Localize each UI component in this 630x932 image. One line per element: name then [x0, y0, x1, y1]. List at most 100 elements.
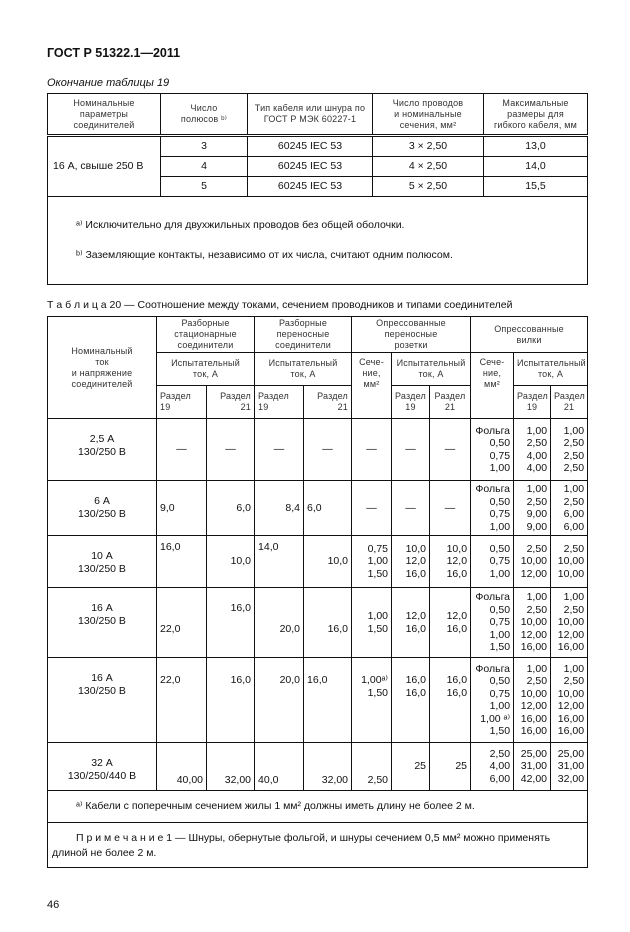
cell: — [351, 480, 393, 536]
page-number: 46 [47, 899, 60, 911]
table-row: 16 А, свыше 250 В 3 60245 IEC 53 3 × 2,5… [47, 135, 588, 197]
group-header: Опрессованные переносные розетки [351, 316, 472, 353]
table-row: 4 60245 IEC 53 4 × 2,50 14,0 [48, 156, 588, 177]
cell: 14,0 [483, 156, 588, 177]
cell: 10,0 12,0 16,0 [391, 535, 431, 588]
table-header-row: Номинальные параметры соединителей Число… [47, 93, 588, 136]
cell: 6,0 [303, 480, 353, 536]
cell: 20,0 [254, 657, 305, 743]
cell: 1,00ᵃ⁾ 1,50 [351, 657, 393, 743]
cell: 12,0 16,0 [391, 587, 431, 658]
test-current-header: Испытательный ток, А [513, 352, 589, 386]
row-label: 16 А 130/250 В [47, 587, 157, 658]
cell: — [254, 418, 305, 481]
group-label: 16 А, свыше 250 В [47, 135, 161, 197]
footnote-b: ᵇ⁾ Заземляющие контакты, независимо от и… [76, 249, 453, 261]
cell: 15,5 [483, 176, 588, 197]
razdel-19-header: Раздел 19 [254, 385, 305, 419]
razdel-19-header: Раздел 19 [513, 385, 552, 419]
cell: 0,75 1,00 1,50 [351, 535, 393, 588]
table-row: 16 А 130/250 В 22,0 16,0 20,0 16,0 1,00 … [47, 587, 589, 658]
cell: 3 × 2,50 [372, 135, 484, 157]
cell: 16,0 [205, 587, 256, 658]
cell: Фольга 0,50 0,75 1,00 [470, 480, 515, 536]
cell: 1,00 1,50 [351, 587, 393, 658]
razdel-21-header: Раздел 21 [550, 385, 589, 419]
cell: 16,0 [205, 657, 256, 743]
row-label: 16 А 130/250 В [47, 657, 157, 743]
cell: 10,0 [303, 535, 353, 588]
cell: 1,00 2,50 10,00 12,00 16,00 16,00 [550, 657, 589, 743]
cell: 5 × 2,50 [372, 176, 484, 197]
cell: 60245 IEC 53 [247, 135, 373, 157]
cell: 13,0 [483, 135, 588, 157]
cell: — [391, 480, 431, 536]
cell: 1,00 2,50 10,00 12,00 16,00 16,00 [513, 657, 552, 743]
razdel-21-header: Раздел 21 [205, 385, 256, 419]
cell: 25 [391, 742, 431, 791]
cell: 1,00 2,50 9,00 9,00 [513, 480, 552, 536]
row-label: 2,5 А 130/250 В [47, 418, 157, 481]
cell: Фольга 0,50 0,75 1,00 [470, 418, 515, 481]
note-1: П р и м е ч а н и е 1 — Шнуры, обернутые… [46, 822, 589, 868]
column-header: Число полюсов ᵇ⁾ [160, 93, 248, 136]
cell: 20,0 [254, 587, 305, 658]
document-header: ГОСТ Р 51322.1—2011 [47, 46, 181, 60]
column-header: Число проводов и номинальные сечения, мм… [372, 93, 484, 136]
footnote-a: ᵃ⁾ Исключительно для двухжильных проводо… [76, 219, 405, 231]
table-20-caption: Т а б л и ц а 20 — Соотношение между ток… [47, 299, 513, 311]
cell: 2,50 10,00 10,00 [550, 535, 589, 588]
cell: — [205, 418, 256, 481]
cell: 3 [160, 135, 248, 157]
cell: 25,00 31,00 42,00 [513, 742, 552, 791]
cell: 25,00 31,00 32,00 [550, 742, 589, 791]
cell: — [156, 418, 207, 481]
footnote-row: ᵃ⁾ Кабели с поперечным сечением жилы 1 м… [46, 790, 589, 823]
cell: 1,00 2,50 10,00 12,00 16,00 [550, 587, 589, 658]
cell: 8,4 [254, 480, 305, 536]
cell: 25 [429, 742, 472, 791]
cell: 60245 IEC 53 [247, 176, 373, 197]
cell: 1,00 2,50 6,00 6,00 [550, 480, 589, 536]
cell: 16,0 [303, 657, 353, 743]
cell: 16,0 [156, 535, 207, 588]
cell: 10,0 [205, 535, 256, 588]
cell: 6,0 [205, 480, 256, 536]
row-label: 32 А 130/250/440 В [47, 742, 157, 791]
cell: 1,00 2,50 10,00 12,00 16,00 [513, 587, 552, 658]
table-row: 5 60245 IEC 53 5 × 2,50 15,5 [48, 176, 588, 197]
column-header: Номинальные параметры соединителей [47, 93, 161, 136]
nominal-header: Номинальный ток и напряжение соединителе… [47, 316, 157, 419]
header-row-groups: Номинальный ток и напряжение соединителе… [47, 316, 589, 419]
table-row: 16 А 130/250 В 22,0 16,0 20,0 16,0 1,00ᵃ… [47, 657, 589, 743]
cell: 16,0 16,0 [391, 657, 431, 743]
cell: 9,0 [156, 480, 207, 536]
test-current-header: Испытательный ток, А [254, 352, 353, 386]
footnotes: ᵃ⁾ Исключительно для двухжильных проводо… [47, 196, 588, 285]
cell: Фольга 0,50 0,75 1,00 1,50 [470, 587, 515, 658]
footnote-a: ᵃ⁾ Кабели с поперечным сечением жилы 1 м… [46, 790, 589, 823]
razdel-21-header: Раздел 21 [429, 385, 472, 419]
cell: 1,00 2,50 2,50 2,50 [550, 418, 589, 481]
cell: 14,0 [254, 535, 305, 588]
cell: — [351, 418, 393, 481]
table-19-caption: Окончание таблицы 19 [47, 77, 170, 89]
cell: 32,00 [303, 742, 353, 791]
cell: 2,50 4,00 6,00 [470, 742, 515, 791]
cell: 5 [160, 176, 248, 197]
cell: 60245 IEC 53 [247, 156, 373, 177]
group-header: Разборные стационарные соединители [155, 316, 256, 353]
cell: 16,0 [303, 587, 353, 658]
cell: 4 [160, 156, 248, 177]
table-row: 32 А 130/250/440 В 40,00 32,00 40,0 32,0… [47, 742, 589, 791]
cell: 40,00 [156, 742, 207, 791]
table-19: Номинальные параметры соединителей Число… [47, 93, 588, 285]
table-row: 2,5 А 130/250 В — — — — — — — Фольга 0,5… [47, 418, 589, 481]
section-header: Сече- ние, мм² [470, 352, 515, 419]
note-row: П р и м е ч а н и е 1 — Шнуры, обернутые… [46, 822, 589, 868]
cell: — [429, 418, 472, 481]
table-row: 10 А 130/250 В 16,0 10,0 14,0 10,0 0,75 … [47, 535, 589, 588]
row-label: 6 А 130/250 В [47, 480, 157, 536]
header-row-sections: Раздел 19 Раздел 21 Раздел 19 Раздел 21 … [48, 385, 589, 419]
